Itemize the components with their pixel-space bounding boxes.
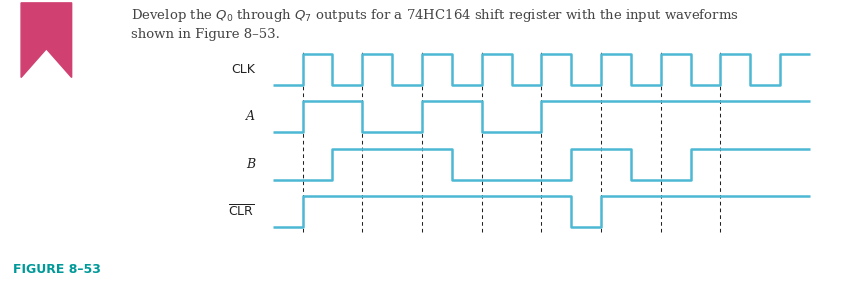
Text: A: A <box>246 110 255 123</box>
Text: CLK: CLK <box>231 63 255 76</box>
Text: B: B <box>245 158 255 171</box>
Text: FIGURE 8–53: FIGURE 8–53 <box>13 263 100 276</box>
Text: $\overline{\rm CLR}$: $\overline{\rm CLR}$ <box>228 204 255 220</box>
Text: Develop the $Q_0$ through $Q_7$ outputs for a 74HC164 shift register with the in: Develop the $Q_0$ through $Q_7$ outputs … <box>131 7 738 41</box>
